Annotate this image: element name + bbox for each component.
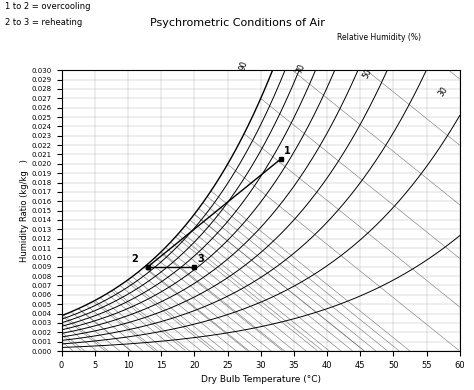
Text: 30: 30 [437, 85, 450, 98]
Text: Relative Humidity (%): Relative Humidity (%) [337, 33, 421, 42]
Text: 3: 3 [197, 254, 204, 264]
Text: 70: 70 [294, 62, 307, 75]
Text: Psychrometric Conditions of Air: Psychrometric Conditions of Air [150, 18, 324, 28]
Text: 90: 90 [238, 60, 250, 72]
X-axis label: Dry Bulb Temperature (°C): Dry Bulb Temperature (°C) [201, 375, 321, 384]
Text: 2 to 3 = reheating: 2 to 3 = reheating [5, 18, 82, 27]
Text: 2: 2 [131, 254, 138, 264]
Text: 1: 1 [284, 146, 291, 156]
Y-axis label: Humidity Ratio (kg/kg   ): Humidity Ratio (kg/kg ) [20, 159, 29, 262]
Text: 1 to 2 = overcooling: 1 to 2 = overcooling [5, 2, 90, 11]
Text: 50: 50 [361, 67, 373, 80]
